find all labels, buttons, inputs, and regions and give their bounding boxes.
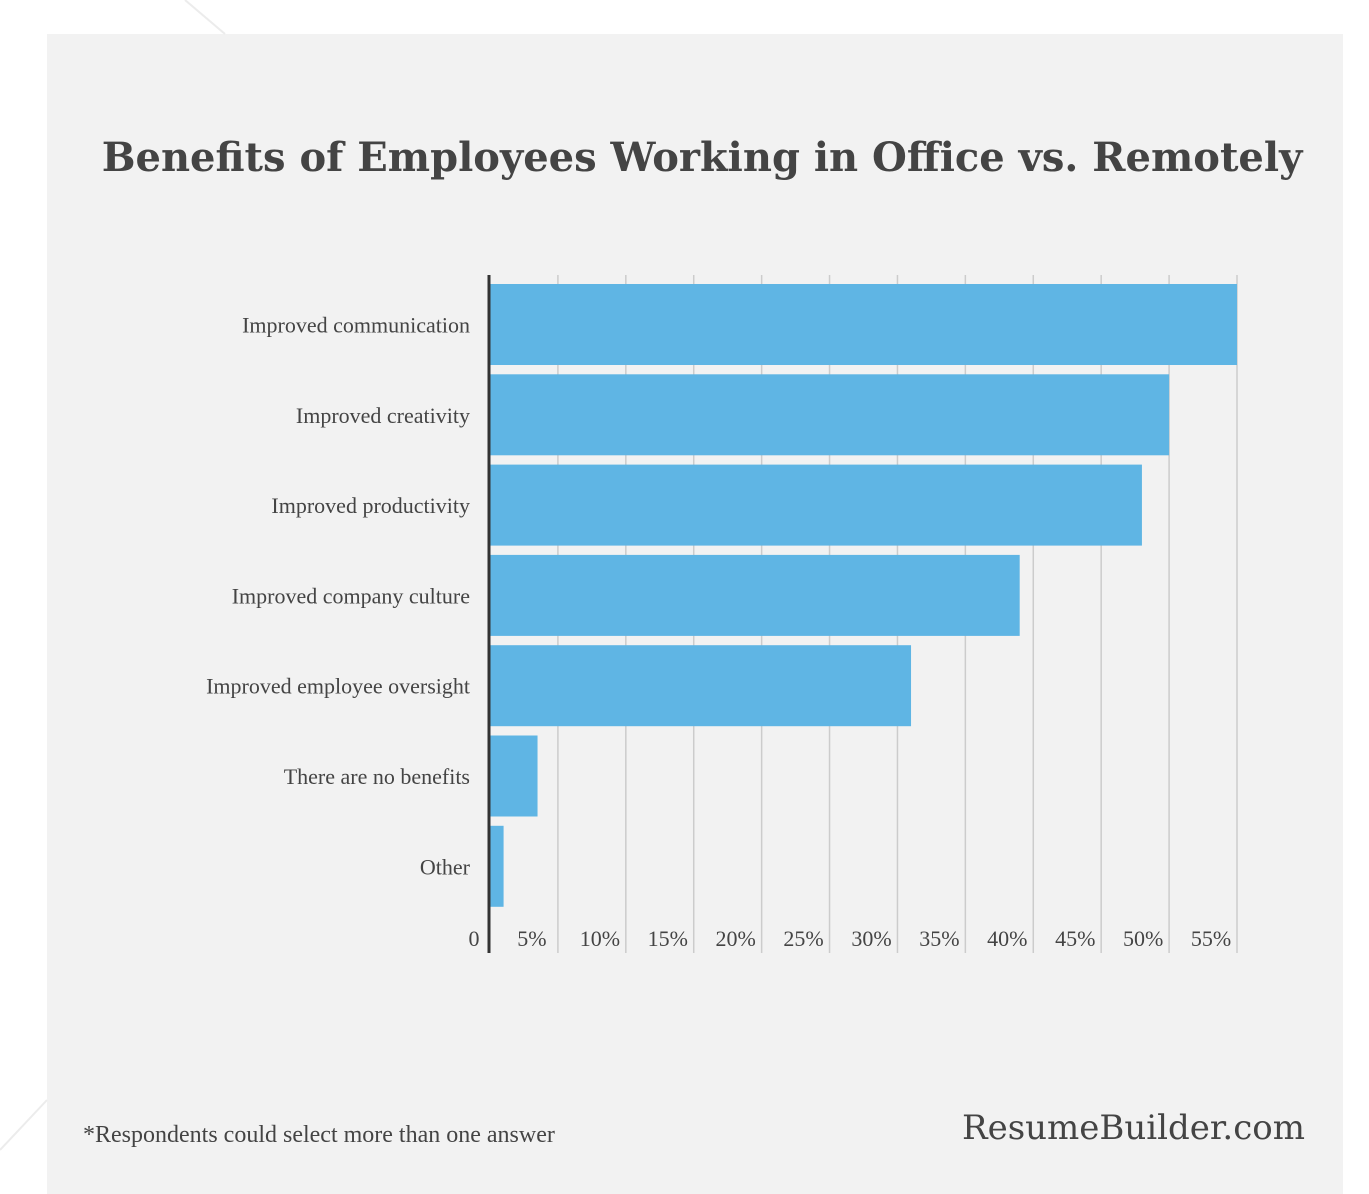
- category-label: Improved productivity: [271, 493, 470, 518]
- bar: [490, 554, 1020, 636]
- category-label: Improved communication: [242, 313, 470, 338]
- tick-label: 15%: [648, 926, 688, 951]
- bar: [490, 735, 538, 817]
- category-label: Other: [420, 854, 471, 879]
- tick-label: 10%: [580, 926, 620, 951]
- category-label: There are no benefits: [284, 764, 470, 789]
- tick-label: 45%: [1055, 926, 1095, 951]
- tick-label: 30%: [851, 926, 891, 951]
- tick-label: 5%: [517, 926, 546, 951]
- brand-name: ResumeBuilder.com: [961, 1108, 1305, 1148]
- bar: [490, 825, 504, 907]
- tick-label: 40%: [987, 926, 1027, 951]
- bar: [490, 464, 1142, 546]
- tick-label: 35%: [919, 926, 959, 951]
- footnote: *Respondents could select more than one …: [83, 1122, 555, 1148]
- tick-label: 55%: [1191, 926, 1231, 951]
- bar: [490, 374, 1170, 456]
- tick-label: 50%: [1123, 926, 1163, 951]
- bar: [490, 284, 1237, 365]
- tick-label: 20%: [716, 926, 756, 951]
- tick-label: 25%: [783, 926, 823, 951]
- category-label: Improved employee oversight: [206, 674, 470, 699]
- bar: [490, 645, 912, 727]
- category-label: Improved creativity: [296, 403, 470, 428]
- tick-label: 0: [469, 926, 480, 951]
- category-label: Improved company culture: [232, 583, 470, 608]
- chart-title: Benefits of Employees Working in Office …: [101, 134, 1303, 181]
